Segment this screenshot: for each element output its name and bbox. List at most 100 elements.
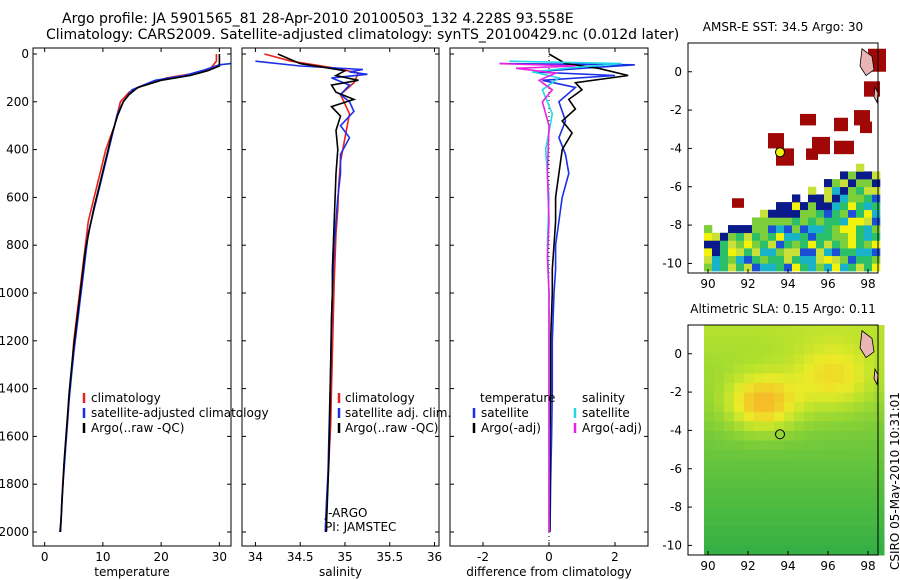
- sla-cell: [854, 468, 865, 479]
- sla-cell: [874, 440, 885, 451]
- sst-cell: [784, 255, 793, 264]
- sst-cell: [744, 225, 753, 234]
- sla-cell: [854, 392, 865, 403]
- sla-cell: [804, 334, 815, 345]
- sst-cell: [736, 240, 745, 249]
- sla-cell: [794, 516, 805, 527]
- x-tick-label: 90: [700, 559, 715, 573]
- sst-cell: [864, 194, 873, 203]
- sla-cell: [824, 411, 835, 422]
- sla-cell: [724, 497, 735, 508]
- sla-cell: [744, 334, 755, 345]
- sla-cell: [784, 363, 795, 374]
- sst-cell: [752, 240, 761, 249]
- sla-cell: [834, 430, 845, 441]
- sla-cell: [784, 401, 795, 412]
- sla-cell: [724, 334, 735, 345]
- sla-cell: [784, 344, 795, 355]
- sla-cell: [714, 344, 725, 355]
- sst-cell: [808, 255, 817, 264]
- sla-cell: [844, 545, 855, 556]
- sla-cell: [824, 487, 835, 498]
- sla-cell: [704, 526, 715, 537]
- sla-cell: [734, 468, 745, 479]
- sla-cell: [714, 516, 725, 527]
- sst-cell: [800, 202, 809, 211]
- sst-cell: [784, 240, 793, 249]
- sst-cell: [856, 179, 865, 188]
- sla-cell: [734, 516, 745, 527]
- sla-cell: [824, 516, 835, 527]
- sla-cell: [814, 382, 825, 393]
- sla-cell: [804, 459, 815, 470]
- sla-cell: [794, 353, 805, 364]
- sla-cell: [854, 478, 865, 489]
- sla-cell: [754, 449, 765, 460]
- legend-label: climatology: [91, 391, 161, 405]
- sla-cell: [704, 420, 715, 431]
- sla-cell: [774, 401, 785, 412]
- sst-cell: [760, 232, 769, 241]
- sst-cell: [704, 255, 713, 264]
- sla-cell: [834, 545, 845, 556]
- sla-cell: [864, 440, 875, 451]
- sla-cell: [724, 344, 735, 355]
- sla-cell: [734, 545, 745, 556]
- sst-cell: [856, 263, 865, 272]
- sla-cell: [874, 401, 885, 412]
- sla-cell: [754, 507, 765, 518]
- sla-cell: [824, 468, 835, 479]
- sla-cell: [814, 478, 825, 489]
- sla-cell: [744, 344, 755, 355]
- series-line-argo-raw-qc-: [277, 53, 359, 533]
- sla-cell: [844, 526, 855, 537]
- sst-cell: [744, 255, 753, 264]
- legend-label: satellite: [481, 406, 529, 420]
- sla-cell: [814, 411, 825, 422]
- sla-cell: [714, 382, 725, 393]
- sla-cell: [794, 459, 805, 470]
- sla-cell: [804, 535, 815, 546]
- sst-cell-warm: [732, 198, 744, 208]
- sst-cell: [760, 263, 769, 272]
- sla-cell: [864, 478, 875, 489]
- axes-frame: [241, 47, 440, 547]
- x-tick-label: 90: [700, 277, 715, 291]
- sla-cell: [814, 325, 825, 336]
- sla-cell: [834, 487, 845, 498]
- sst-cell: [864, 255, 873, 264]
- sla-cell: [874, 363, 885, 374]
- sst-cell: [840, 194, 849, 203]
- sst-cell: [720, 232, 729, 241]
- sst-cell: [840, 240, 849, 249]
- sst-cell: [824, 255, 833, 264]
- sla-cell: [834, 468, 845, 479]
- sla-cell: [784, 353, 795, 364]
- sst-cell: [712, 232, 721, 241]
- sst-cell: [848, 171, 857, 180]
- sla-cell: [744, 372, 755, 383]
- sla-cell: [774, 545, 785, 556]
- sla-cell: [714, 420, 725, 431]
- sla-cell: [824, 401, 835, 412]
- sla-cell: [824, 392, 835, 403]
- sla-cell: [704, 363, 715, 374]
- sst-cell: [760, 217, 769, 226]
- sla-cell: [864, 372, 875, 383]
- sst-map-panel: 90 92 94 96 98 -10 -8 -6 -4 -2 0 AMSR-E SST: 34.5 A…: [662, 20, 886, 291]
- sla-cell: [764, 382, 775, 393]
- sla-cell: [744, 545, 755, 556]
- sla-cell: [804, 440, 815, 451]
- legend-label: satellite: [582, 406, 630, 420]
- sla-cell: [864, 353, 875, 364]
- sla-cell: [874, 392, 885, 403]
- sst-cell: [872, 217, 881, 226]
- sla-cell: [734, 497, 745, 508]
- sla-cell: [804, 468, 815, 479]
- sla-cell: [754, 411, 765, 422]
- sla-cell: [754, 440, 765, 451]
- sst-cell: [760, 225, 769, 234]
- series-group: [255, 53, 368, 533]
- sst-cell: [808, 186, 817, 195]
- sst-cell: [872, 232, 881, 241]
